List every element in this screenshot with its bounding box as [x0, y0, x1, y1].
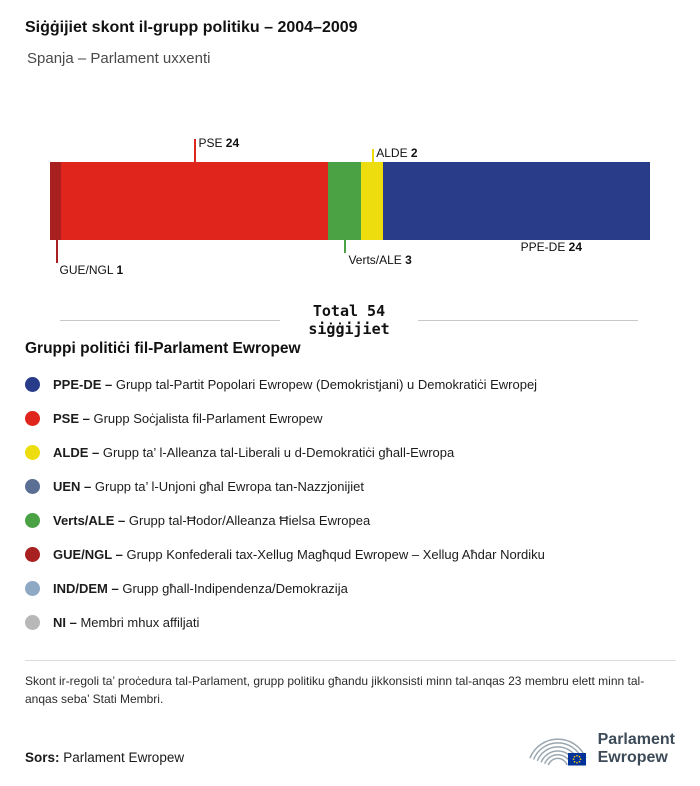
legend-item-ppe-de: PPE-DE – Grupp tal-Partit Popolari Ewrop…: [25, 367, 675, 401]
legend-label: NI – Membri mhux affiljati: [53, 614, 200, 630]
source-value: Parlament Ewropew: [63, 750, 185, 765]
logo-word-line2: Ewropew: [597, 749, 668, 766]
legend-item-ind-dem: IND/DEM – Grupp għall-Indipendenza/Demok…: [25, 571, 675, 605]
hemicycle-eu-flag-icon: [528, 738, 587, 766]
callout-label-alde: ALDE 2: [376, 146, 418, 160]
legend-color-dot: [25, 376, 40, 392]
total-divider: Total 54 siġġijiet: [60, 302, 638, 338]
legend-item-gue-ngl: GUE/NGL – Grupp Konfederali tax-Xellug M…: [25, 537, 675, 571]
european-parliament-logo: Parlament Ewropew: [527, 726, 675, 774]
footer-row: Sors: Parlament Ewropew: [25, 724, 675, 774]
legend-label: PPE-DE – Grupp tal-Partit Popolari Ewrop…: [53, 376, 538, 392]
logo-wordmark: Parlament Ewropew: [598, 731, 675, 768]
legend-color-dot: [25, 546, 40, 562]
legend-title: Gruppi politiċi fil-Parlament Ewropew: [25, 340, 301, 357]
legend: Gruppi politiċi fil-Parlament Ewropew PP…: [25, 340, 675, 639]
legend-item-alde: ALDE – Grupp ta’ l-Alleanza tal-Liberali…: [25, 435, 675, 469]
callout-label-verts-ale: Verts/ALE 3: [348, 253, 412, 267]
legend-item-ni: NI – Membri mhux affiljati: [25, 605, 675, 639]
legend-color-dot: [25, 478, 40, 494]
legend-label: ALDE – Grupp ta’ l-Alleanza tal-Liberali…: [53, 444, 455, 460]
page-subtitle: Spanja – Parlament uxxenti: [27, 50, 211, 67]
callout-label-gue-ngl: GUE/NGL 1: [59, 263, 124, 277]
source-label: Sors:: [25, 750, 60, 765]
legend-item-verts-ale: Verts/ALE – Grupp tal-Ħodor/Alleanza Ħie…: [25, 503, 675, 537]
legend-label: UEN – Grupp ta’ l-Unjoni għal Ewropa tan…: [53, 478, 364, 494]
total-label-line2: siġġijiet: [308, 320, 390, 338]
legend-color-dot: [25, 580, 40, 596]
total-label-line1: Total 54: [312, 302, 386, 320]
footnote: Skont ir-regoli ta’ proċedura tal-Parlam…: [25, 660, 676, 708]
bar-segment-verts-ale: [327, 162, 362, 240]
callout-tick-alde: [372, 149, 375, 162]
legend-label: IND/DEM – Grupp għall-Indipendenza/Demok…: [53, 580, 348, 596]
legend-color-dot: [25, 614, 40, 630]
legend-color-dot: [25, 444, 40, 460]
legend-item-uen: UEN – Grupp ta’ l-Unjoni għal Ewropa tan…: [25, 469, 675, 503]
callout-tick-gue-ngl: [55, 240, 58, 263]
legend-color-dot: [25, 512, 40, 528]
legend-label: PSE – Grupp Soċjalista fil-Parlament Ewr…: [53, 410, 323, 426]
source-line: Sors: Parlament Ewropew: [25, 750, 184, 774]
divider-rule-right: [417, 319, 638, 321]
bar-segment-gue-ngl: [50, 162, 62, 240]
bar-segment-ppe-de: [383, 162, 650, 240]
callout-tick-pse: [194, 139, 197, 162]
legend-list: PPE-DE – Grupp tal-Partit Popolari Ewrop…: [25, 367, 675, 639]
callout-tick-verts-ale: [344, 240, 347, 253]
divider-rule-left: [60, 319, 281, 321]
stacked-bar: [50, 162, 650, 240]
callout-label-ppe-de: PPE-DE 24: [520, 240, 583, 254]
legend-color-dot: [25, 410, 40, 426]
bar-segment-alde: [361, 162, 384, 240]
legend-label: Verts/ALE – Grupp tal-Ħodor/Alleanza Ħie…: [53, 512, 371, 528]
legend-item-pse: PSE – Grupp Soċjalista fil-Parlament Ewr…: [25, 401, 675, 435]
bar-segment-pse: [61, 162, 328, 240]
callout-label-pse: PSE 24: [198, 136, 240, 150]
total-label: Total 54 siġġijiet: [280, 302, 417, 338]
logo-word-line1: Parlament: [597, 730, 675, 748]
page-title: Siġġijiet skont il-grupp politiku – 2004…: [25, 19, 358, 36]
legend-label: GUE/NGL – Grupp Konfederali tax-Xellug M…: [53, 546, 545, 562]
chart-area: GUE/NGL 1 PSE 24 Verts/ALE 3 ALDE 2 PPE-DE 2…: [50, 100, 650, 280]
